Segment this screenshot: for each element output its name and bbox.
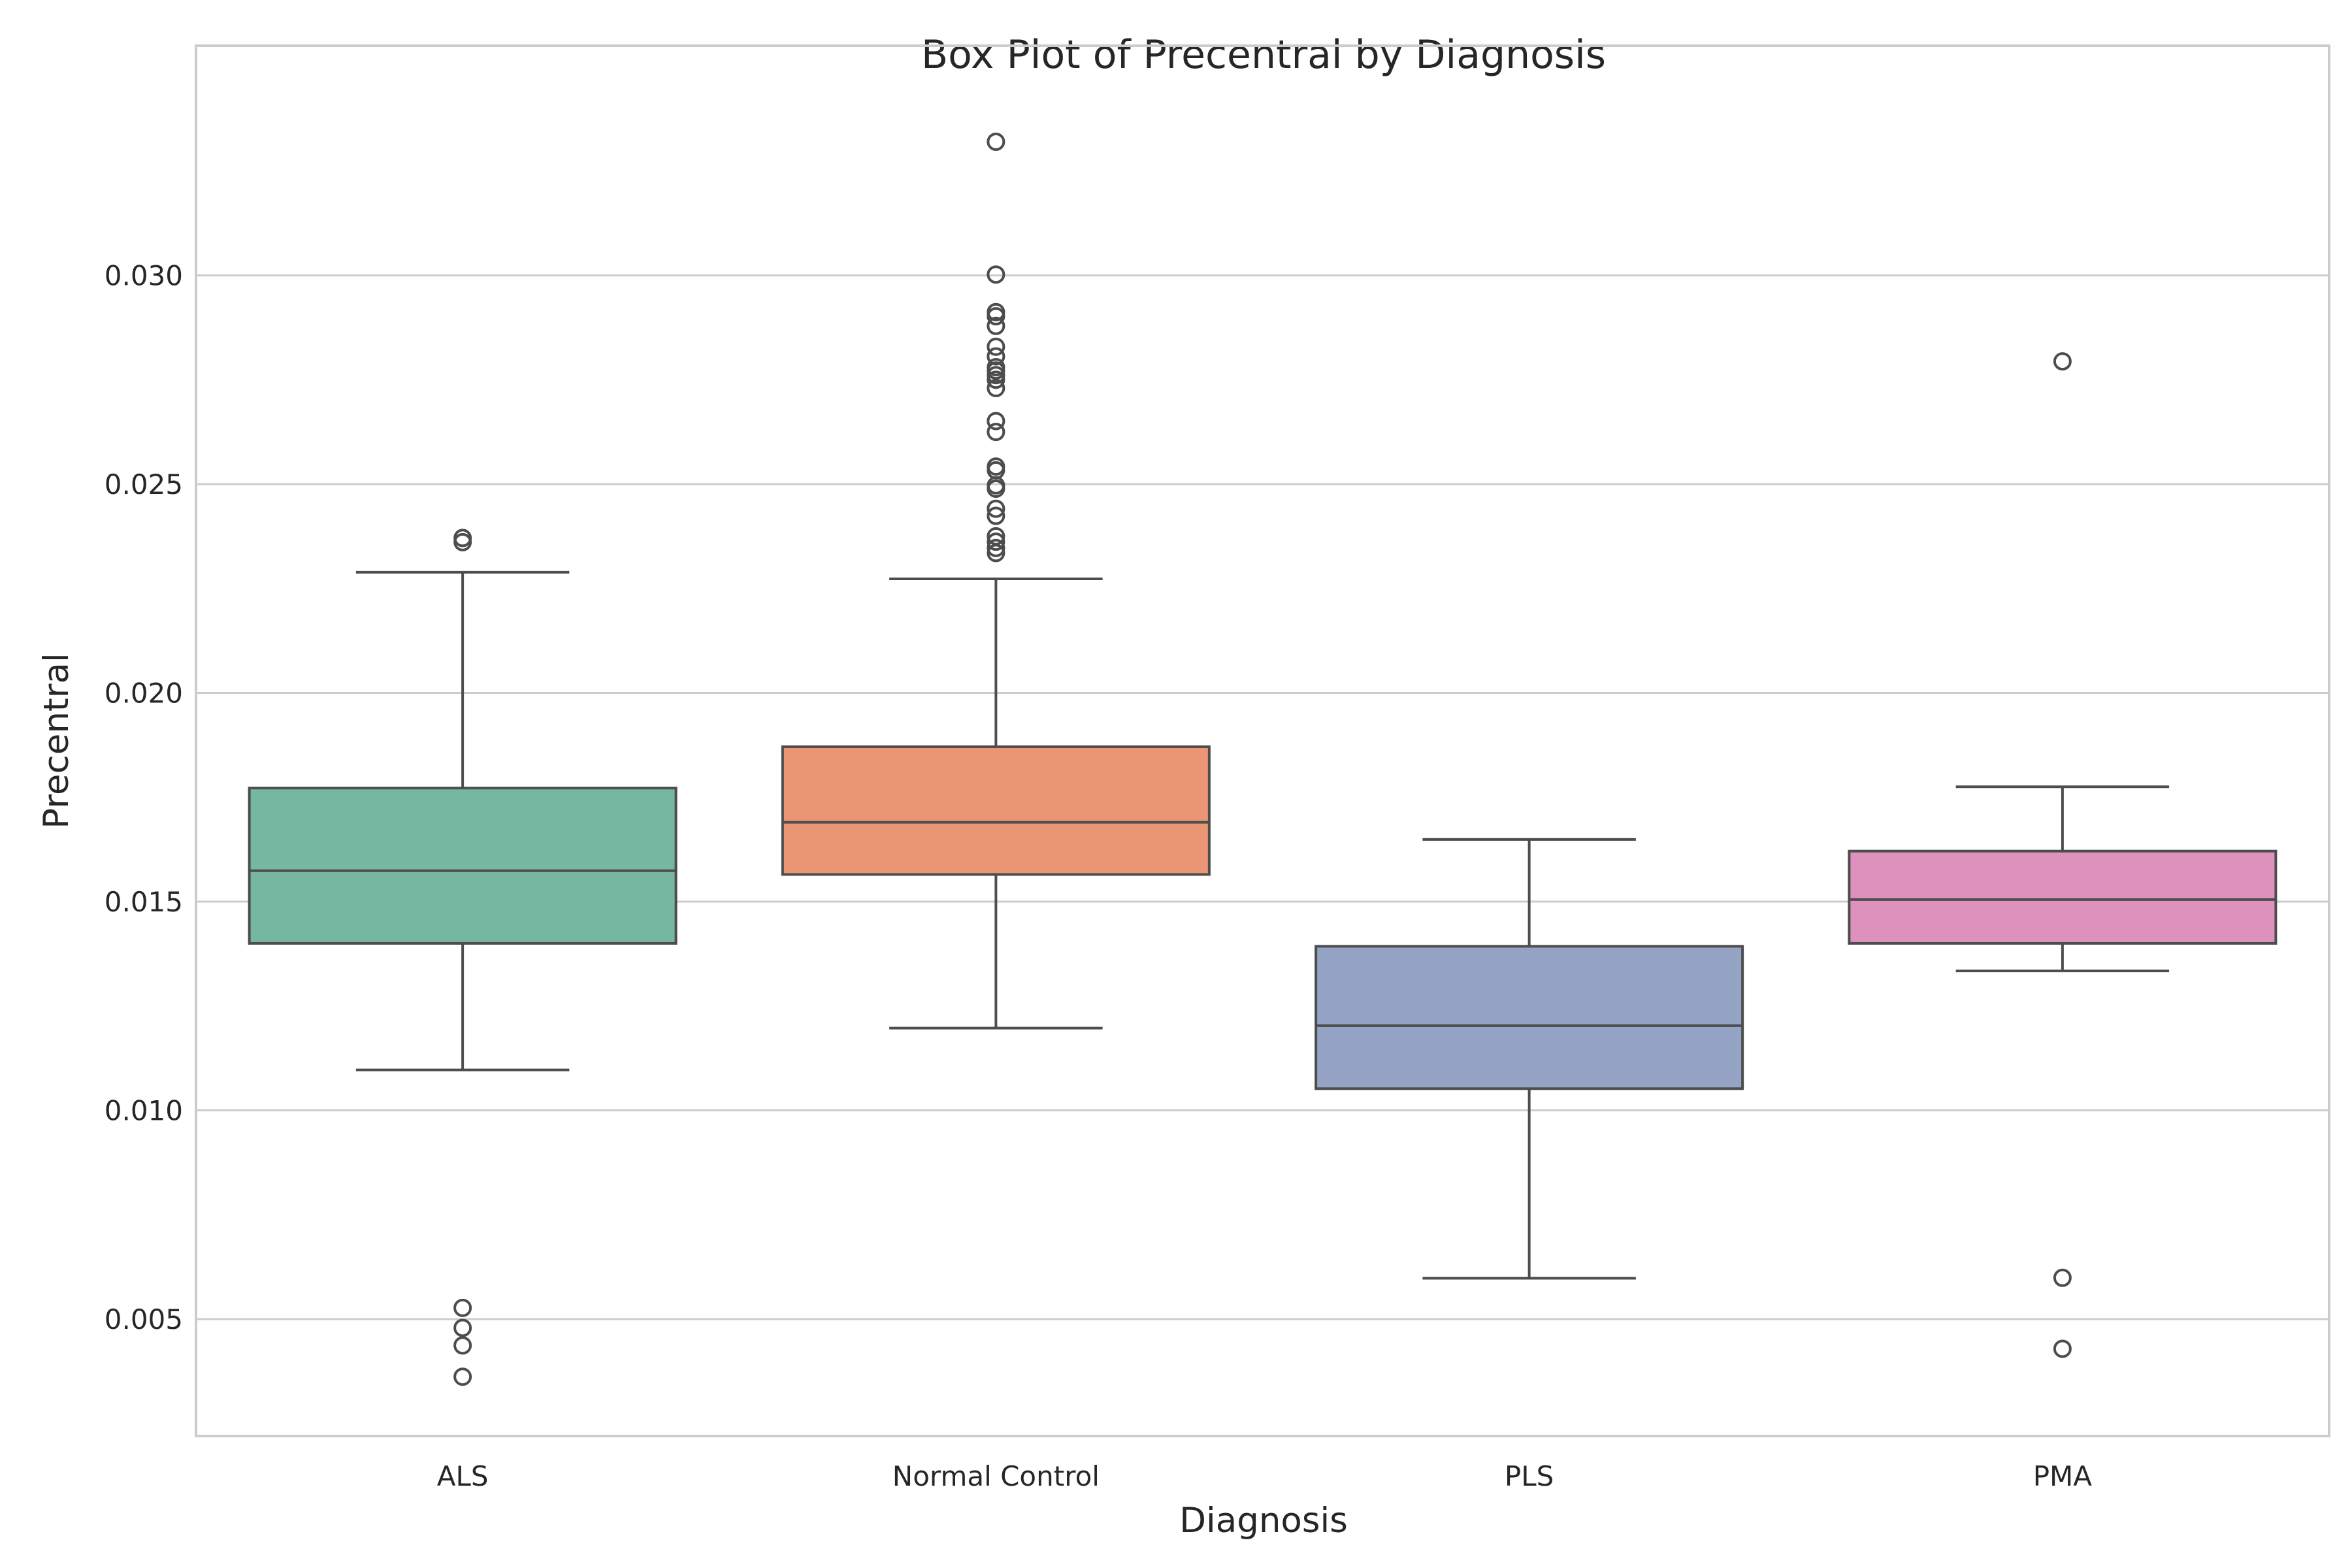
- outlier-point: [987, 337, 1005, 356]
- y-tick-label: 0.010: [105, 1095, 183, 1127]
- box-series: [248, 132, 2278, 1386]
- outlier-point: [987, 538, 1005, 557]
- outlier-point: [987, 265, 1005, 284]
- iqr-box: [1315, 945, 1744, 1090]
- iqr-box: [781, 745, 1211, 876]
- outlier-point: [2053, 352, 2072, 371]
- iqr-box: [1848, 849, 2278, 945]
- outlier-point: [987, 532, 1005, 551]
- y-tick-label: 0.025: [105, 468, 183, 500]
- outlier-point: [453, 1367, 472, 1386]
- y-tick-label: 0.015: [105, 886, 183, 918]
- box-group: [1315, 838, 1744, 1280]
- box-group: [1848, 352, 2278, 1358]
- y-tick-label: 0.020: [105, 678, 183, 710]
- box-group: [781, 132, 1211, 1030]
- plot-frame: [195, 44, 2330, 1437]
- x-axis-label: Diagnosis: [1179, 1501, 1348, 1541]
- outlier-point: [987, 506, 1005, 525]
- y-tick-labels: 0.005 0.010 0.015 0.020 0.025 0.030: [105, 259, 183, 1335]
- x-tick-label: PLS: [1505, 1460, 1554, 1492]
- iqr-box: [248, 787, 678, 945]
- outlier-point: [987, 423, 1005, 442]
- outlier-point: [987, 379, 1005, 398]
- outlier-point: [987, 316, 1005, 335]
- box-group: [248, 529, 678, 1386]
- outlier-point: [987, 307, 1005, 326]
- y-tick-label: 0.005: [105, 1303, 183, 1335]
- outlier-point: [987, 132, 1005, 151]
- outlier-point: [987, 499, 1005, 518]
- outlier-point: [2053, 1339, 2072, 1358]
- outlier-point: [987, 544, 1005, 563]
- outlier-point: [987, 347, 1005, 366]
- outlier-point: [453, 1298, 472, 1317]
- y-tick-label: 0.030: [105, 259, 183, 291]
- outlier-point: [987, 412, 1005, 431]
- outlier-point: [453, 529, 472, 547]
- y-axis-label: Precentral: [37, 653, 76, 828]
- x-tick-label: PMA: [2033, 1460, 2093, 1492]
- chart-title: Box Plot of Precentral by Diagnosis: [921, 32, 1606, 78]
- x-tick-labels: ALS Normal Control PLS PMA: [437, 1460, 2093, 1492]
- outlier-point: [987, 480, 1005, 498]
- x-tick-label: Normal Control: [892, 1460, 1100, 1492]
- outlier-point: [2053, 1268, 2072, 1287]
- outlier-point: [453, 1336, 472, 1355]
- x-tick-label: ALS: [437, 1460, 489, 1492]
- outlier-point: [987, 370, 1005, 389]
- outlier-point: [453, 1318, 472, 1337]
